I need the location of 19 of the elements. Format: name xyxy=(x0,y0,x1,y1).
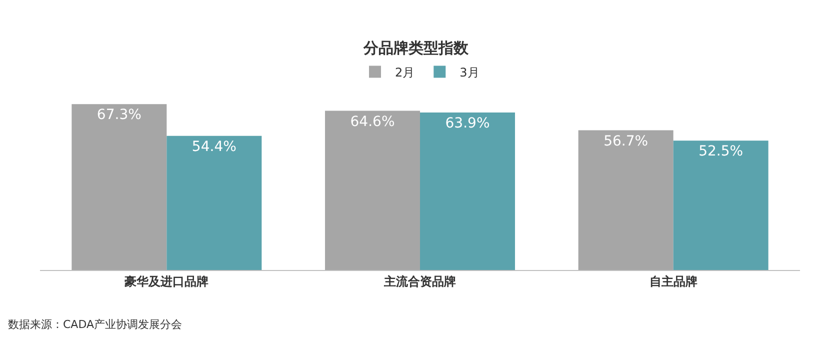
bar xyxy=(578,130,674,270)
chart-title: 分品牌类型指数 xyxy=(362,38,470,57)
bar xyxy=(72,104,167,270)
bar xyxy=(673,140,768,270)
bar xyxy=(420,112,515,270)
data-label: 52.5% xyxy=(698,144,744,160)
data-label: 67.3% xyxy=(96,107,142,124)
source-note: 数据来源：CADA产业协调发展分会 xyxy=(8,318,182,331)
data-label: 54.4% xyxy=(192,138,236,155)
x-tick-label: 自主品牌 xyxy=(649,274,698,288)
x-tick-label: 主流合资品牌 xyxy=(383,274,456,288)
data-label: 63.9% xyxy=(445,116,490,132)
data-label: 64.6% xyxy=(350,114,395,130)
bar xyxy=(325,110,420,270)
legend-label: 2月 xyxy=(395,65,415,80)
x-tick-label: 豪华及进口品牌 xyxy=(124,274,209,288)
data-label: 56.7% xyxy=(604,133,648,150)
legend-label: 3月 xyxy=(460,65,480,80)
bar xyxy=(166,136,262,270)
